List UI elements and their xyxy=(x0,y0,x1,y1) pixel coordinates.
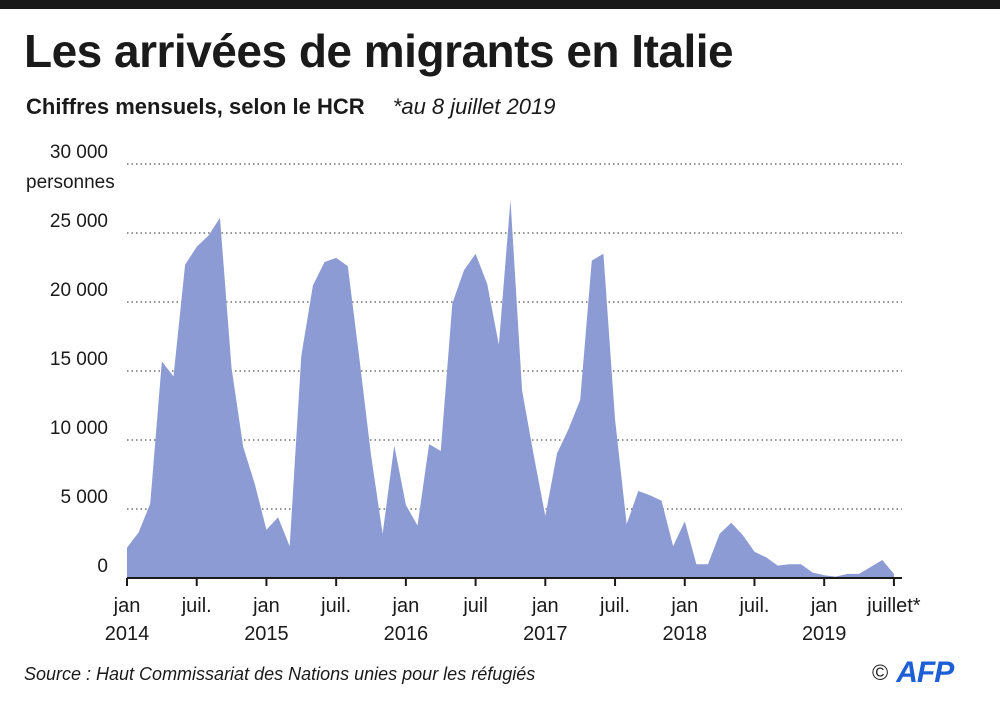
x-tick-label: jan xyxy=(670,595,698,617)
x-tick-label: jan xyxy=(113,595,141,617)
date-note: *au 8 juillet 2019 xyxy=(392,94,556,119)
copyright-symbol: © xyxy=(872,660,889,685)
y-tick-label: 20 000 xyxy=(50,280,108,301)
series-area xyxy=(127,199,894,578)
x-tick-label: juil. xyxy=(738,595,769,617)
x-tick-year: 2019 xyxy=(802,623,847,645)
x-tick-label: juil. xyxy=(320,595,351,617)
chart-title: Les arrivées de migrants en Italie xyxy=(24,25,734,77)
y-tick-label: 5 000 xyxy=(60,487,108,508)
y-axis-label: personnes xyxy=(26,172,115,193)
x-tick-year: 2018 xyxy=(663,623,708,645)
x-tick-label: juil xyxy=(462,595,487,617)
y-tick-label: 10 000 xyxy=(50,418,108,439)
x-tick-label: juil. xyxy=(181,595,212,617)
x-tick-label: juillet* xyxy=(866,595,921,617)
x-tick-year: 2017 xyxy=(523,623,568,645)
subtitle-row: Chiffres mensuels, selon le HCR *au 8 ju… xyxy=(26,94,555,120)
x-tick-label: juil. xyxy=(599,595,630,617)
x-tick-year: 2014 xyxy=(105,623,150,645)
x-tick-label: jan xyxy=(531,595,559,617)
x-tick-label: jan xyxy=(392,595,420,617)
x-tick-year: 2015 xyxy=(244,623,289,645)
y-tick-label: 25 000 xyxy=(50,211,108,232)
x-tick-label: jan xyxy=(252,595,280,617)
y-tick-label: 15 000 xyxy=(50,349,108,370)
y-tick-label: 30 000 xyxy=(50,142,108,163)
afp-logo: AFP xyxy=(896,656,954,689)
x-tick-label: jan xyxy=(810,595,838,617)
credit: © AFP xyxy=(872,656,954,690)
source-text: Source : Haut Commissariat des Nations u… xyxy=(24,664,536,684)
y-tick-label: 0 xyxy=(97,556,108,577)
top-rule xyxy=(0,0,1000,9)
x-tick-year: 2016 xyxy=(384,623,429,645)
chart-subtitle: Chiffres mensuels, selon le HCR xyxy=(26,94,365,119)
area-chart: 0 5 000 10 000 15 000 20 000 25 000 30 000 pers… xyxy=(26,142,921,645)
